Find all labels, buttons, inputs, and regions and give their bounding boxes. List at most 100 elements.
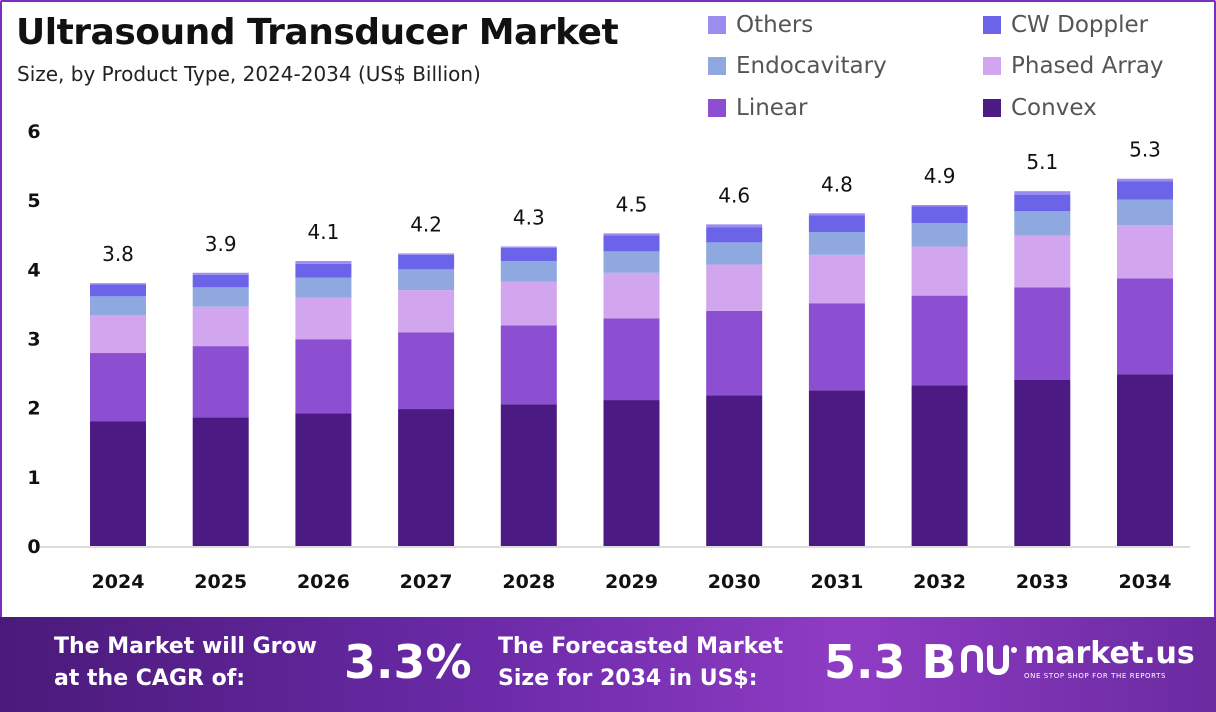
bar-segment-cw-doppler [295,263,352,278]
x-tick-label: 2028 [502,571,555,593]
bar-segment-others [192,272,249,275]
bar-segment-linear [295,339,352,414]
cagr-caption: The Market will Grow at the CAGR of: [54,631,317,695]
chart-subtitle: Size, by Product Type, 2024-2034 (US$ Bi… [17,62,481,86]
legend-swatch-endocavitary [708,57,726,75]
bar-segment-cw-doppler [706,227,763,243]
bar-segment-phased-array [500,281,557,326]
bar-total-label: 4.2 [410,212,442,236]
chart-title: Ultrasound Transducer Market [16,12,619,53]
x-tick-label: 2027 [400,571,453,593]
forecast-caption-line2: Size for 2034 in US$: [498,666,758,691]
bar-segment-convex [911,385,968,546]
bar-segment-phased-array [192,306,249,347]
bar-total-label: 3.8 [102,242,134,266]
bar-segment-endocavitary [1014,211,1071,236]
x-tick-label: 2029 [605,571,658,593]
bar-segment-cw-doppler [90,284,146,297]
bar-segment-cw-doppler [603,235,660,252]
bar-segment-phased-array [295,297,352,340]
bar-segment-phased-array [706,264,763,311]
bar-segment-linear [603,318,660,401]
bar-total-label: 4.5 [616,192,648,216]
bar-total-label: 5.1 [1026,150,1058,174]
legend-swatch-linear [708,99,726,117]
legend-label-cw-doppler: CW Doppler [1011,12,1149,38]
market-us-logo-icon [961,644,1017,675]
bar-total-label: 4.8 [821,172,853,196]
bar-segment-others [706,224,763,228]
bar-segment-cw-doppler [1014,194,1071,212]
legend-label-convex: Convex [1011,95,1097,121]
bar-segment-linear [808,303,865,391]
y-tick-label: 0 [27,536,40,558]
bar-segment-cw-doppler [1117,181,1173,200]
bar-segment-endocavitary [911,222,968,247]
bar-segment-linear [398,332,455,410]
bar-segment-convex [295,413,352,546]
bar-segment-cw-doppler [911,206,968,223]
cagr-caption-line1: The Market will Grow [54,634,317,659]
legend-item-cw-doppler: CW Doppler [983,12,1148,38]
bar-segment-endocavitary [295,277,352,298]
bar-segment-others [295,261,352,264]
forecast-value: 5.3 B [824,635,957,689]
bar-total-label: 3.9 [205,232,237,256]
bar-segment-endocavitary [706,242,763,265]
legend-item-linear: Linear [708,95,807,121]
bar-segment-phased-array [90,314,146,354]
bar-segment-others [398,253,455,255]
bar-segment-linear [1014,287,1071,380]
bar-segment-phased-array [603,272,660,319]
x-tick-label: 2031 [810,571,863,593]
brand-name: market.us [1024,636,1195,671]
y-tick-label: 1 [27,467,40,489]
bar-segment-cw-doppler [192,274,249,288]
x-tick-label: 2024 [92,571,145,593]
brand-logo: market.us ONE STOP SHOP FOR THE REPORTS [960,639,1195,680]
forecast-caption-line1: The Forecasted Market [498,634,784,659]
legend-swatch-convex [983,99,1001,117]
bar-segment-linear [1117,278,1173,375]
legend-swatch-cw-doppler [983,16,1001,34]
brand-text: market.us ONE STOP SHOP FOR THE REPORTS [1024,636,1195,681]
x-tick-label: 2030 [708,571,761,593]
legend-swatch-others [708,16,726,34]
bar-segment-endocavitary [808,231,865,255]
cagr-value: 3.3% [344,635,472,689]
bar-segment-convex [808,390,865,546]
bar-segment-phased-array [911,246,968,296]
bar-segment-phased-array [398,290,455,333]
bar-total-label: 4.3 [513,206,545,230]
bar-segment-endocavitary [500,261,557,282]
y-tick-label: 4 [27,259,40,281]
bar-segment-convex [1117,374,1173,546]
legend: Others CW Doppler Endocavitary Phased Ar… [708,8,1208,128]
brand-tagline: ONE STOP SHOP FOR THE REPORTS [1024,672,1167,680]
bar-segment-others [808,213,865,216]
bar-segment-convex [398,409,455,546]
bar-segment-endocavitary [192,287,249,307]
bar-segment-others [90,283,146,285]
y-tick-label: 5 [27,190,40,212]
y-tick-label: 6 [27,121,40,143]
bar-segment-linear [706,310,763,396]
y-tick-label: 3 [27,329,40,351]
bar-segment-others [1117,178,1173,182]
bar-segment-convex [706,395,763,546]
bar-total-label: 4.1 [307,220,339,244]
bar-segment-phased-array [1117,225,1173,279]
legend-item-phased-array: Phased Array [983,53,1164,79]
bar-segment-convex [90,421,146,546]
legend-item-endocavitary: Endocavitary [708,53,887,79]
legend-label-others: Others [736,12,814,38]
bar-segment-linear [911,295,968,386]
legend-label-endocavitary: Endocavitary [736,53,887,79]
x-tick-label: 2025 [194,571,247,593]
bar-segment-others [911,205,968,207]
bar-segment-endocavitary [1117,199,1173,226]
legend-swatch-phased-array [983,57,1001,75]
x-tick-label: 2026 [297,571,350,593]
bar-segment-linear [90,353,146,422]
forecast-caption: The Forecasted Market Size for 2034 in U… [498,631,783,695]
